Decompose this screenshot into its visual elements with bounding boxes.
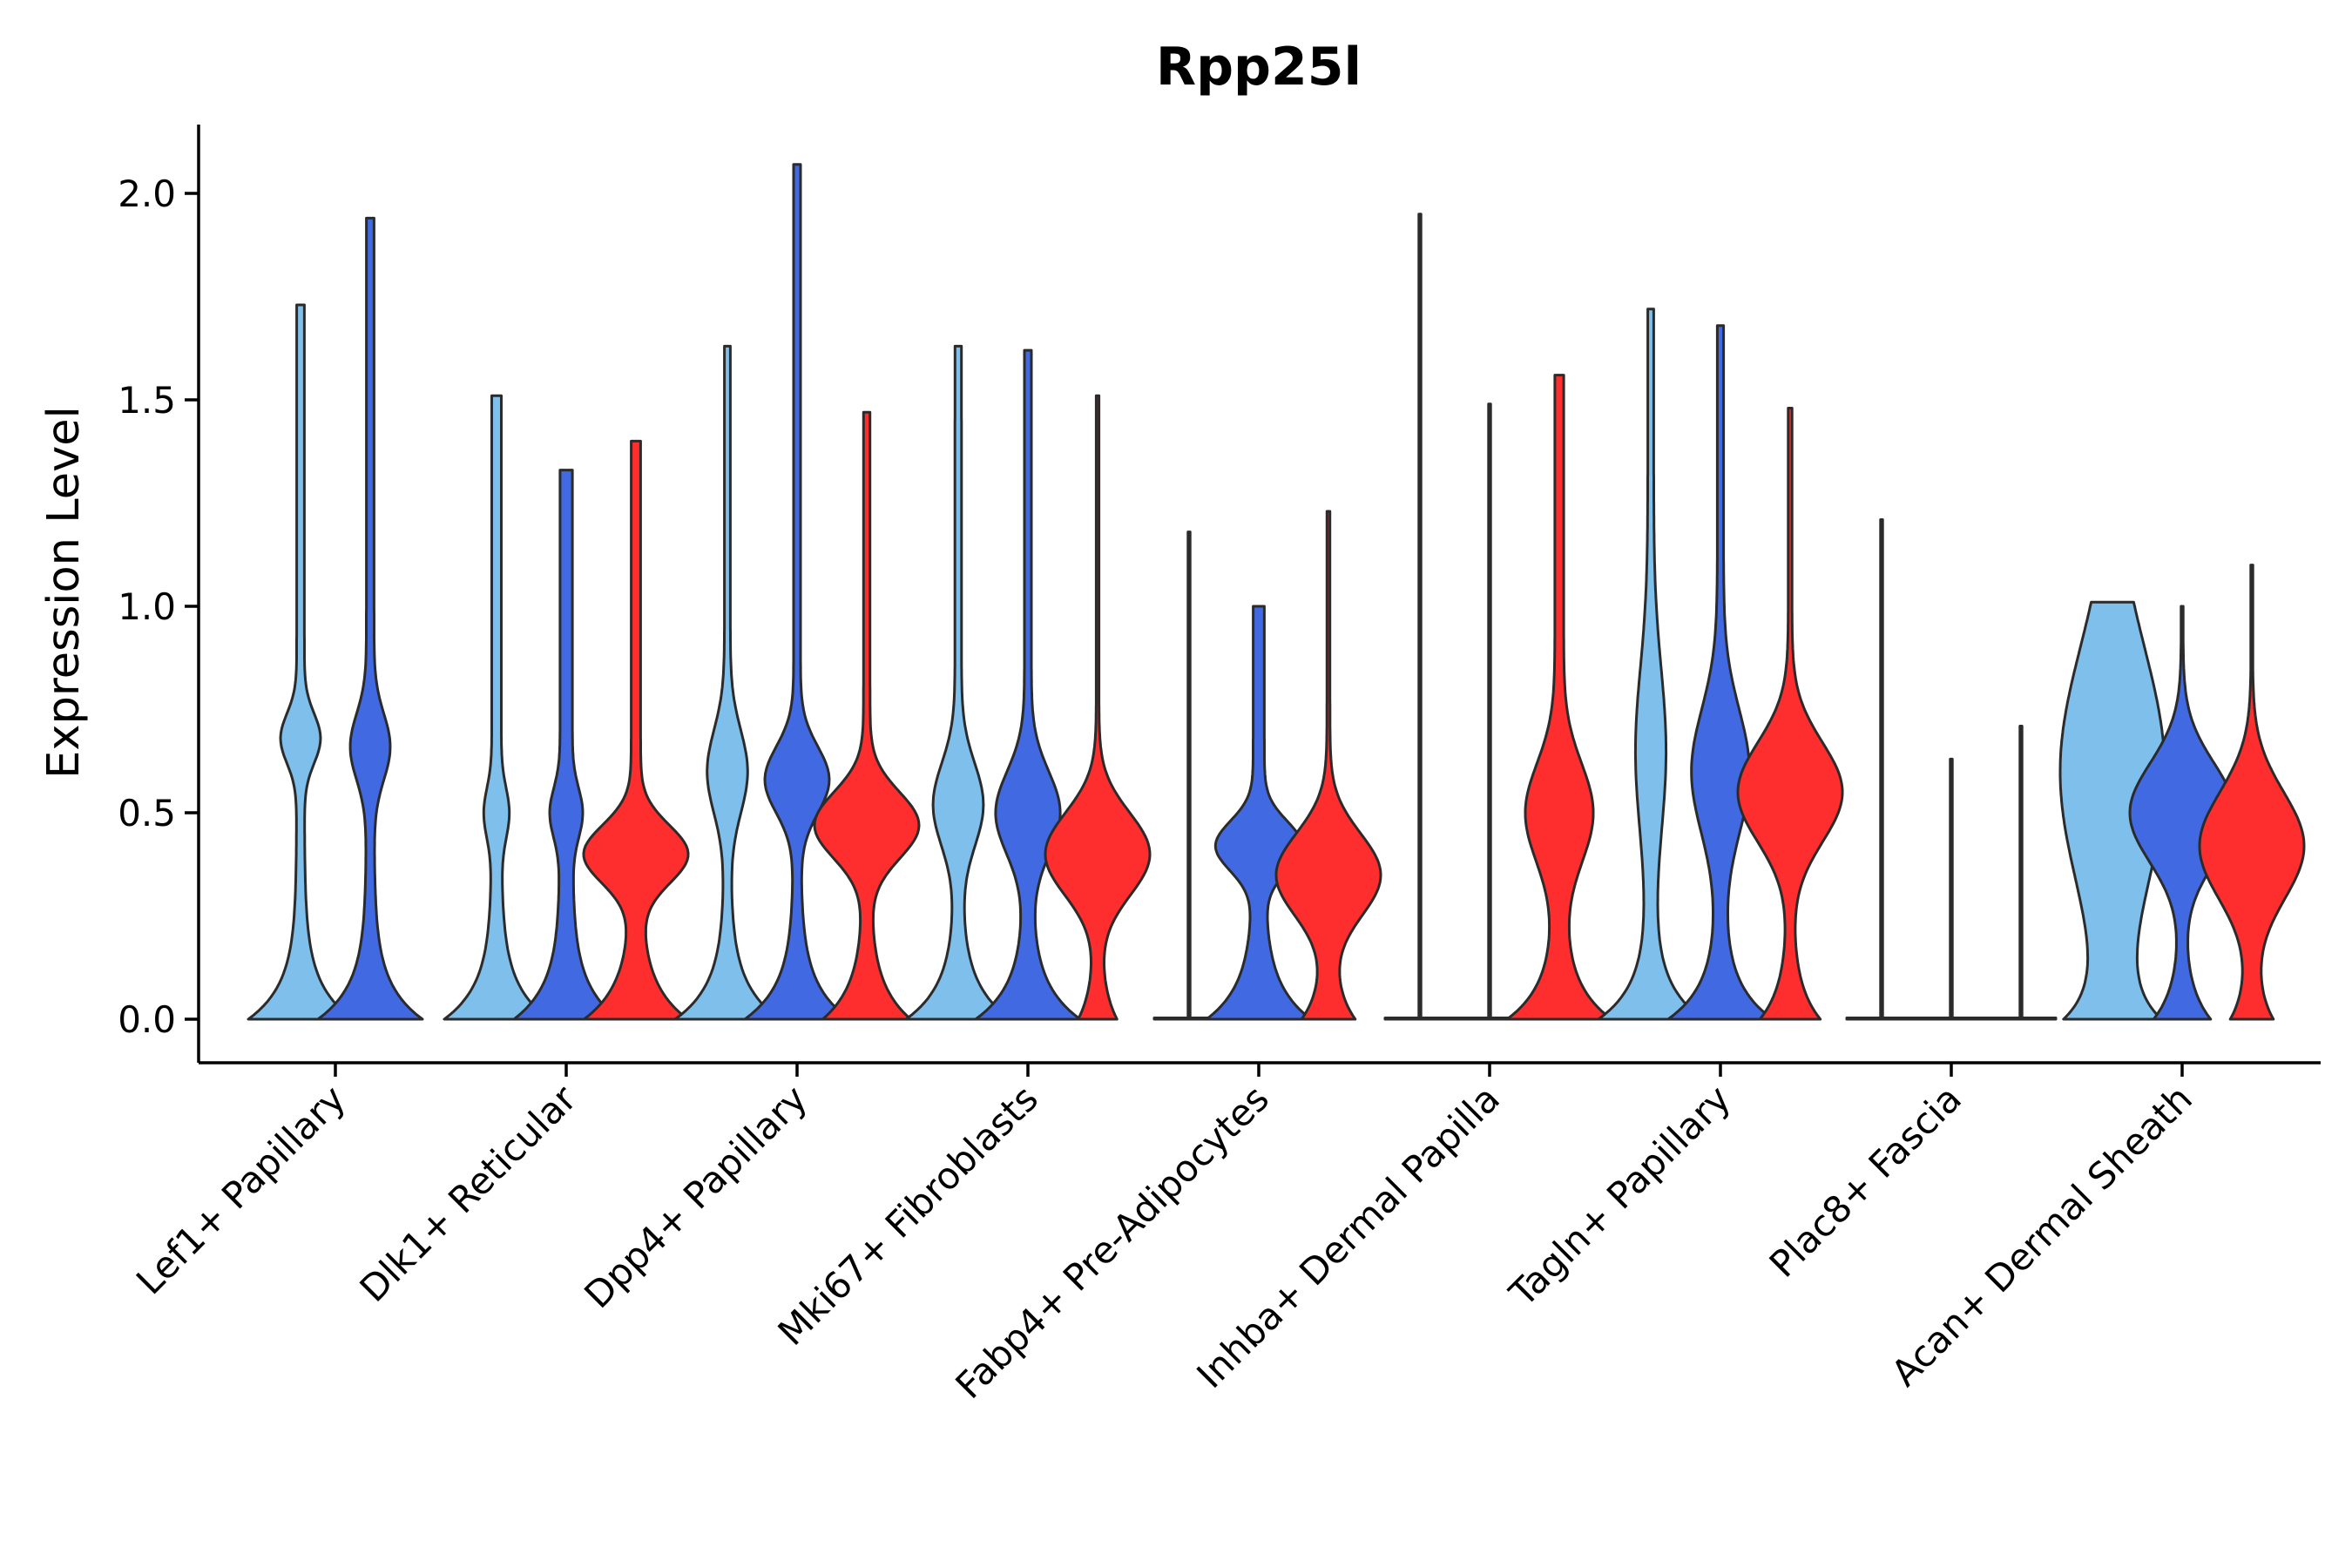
x-tick-label: Lef1+ Papillary [128, 1077, 354, 1302]
y-tick-label: 1.0 [118, 585, 176, 628]
violin-3-1 [673, 344, 781, 1021]
violin-3-3 [813, 410, 921, 1021]
y-tick-label: 0.0 [118, 998, 176, 1041]
violin-6-2 [1453, 402, 1526, 1021]
violin-8-3 [1984, 724, 2058, 1021]
violin-9-3 [2198, 564, 2306, 1021]
chart-title: Rpp25l [1156, 37, 1362, 98]
x-tick-label: Dpp4+ Papillary [576, 1077, 815, 1316]
violin-2-3 [582, 439, 690, 1021]
x-tick-label: Dlk1+ Reticular [352, 1077, 585, 1310]
violin-7-1 [1597, 308, 1705, 1021]
violin-plot-area [247, 163, 2306, 1021]
violin-4-3 [1044, 394, 1152, 1021]
violin-8-2 [1915, 757, 1988, 1021]
violin-6-3 [1505, 374, 1613, 1021]
y-tick-label: 0.5 [118, 792, 176, 835]
violin-1-2 [316, 216, 424, 1021]
violin-7-3 [1736, 407, 1844, 1021]
violin-5-1 [1152, 531, 1226, 1021]
x-tick-label: Mki67+ Fibroblasts [770, 1077, 1046, 1353]
violin-4-2 [974, 348, 1082, 1021]
y-tick-label: 1.5 [118, 379, 176, 422]
y-tick-label: 2.0 [118, 172, 176, 215]
violin-2-2 [512, 469, 620, 1021]
x-tick-label: Plac8+ Fascia [1761, 1077, 1970, 1285]
violin-4-1 [904, 344, 1012, 1021]
violin-9-1 [2058, 600, 2166, 1021]
x-tick-label: Tagln+ Papillary [1501, 1077, 1739, 1315]
violin-1-1 [247, 303, 355, 1021]
y-axis-ticks: 0.0 0.5 1.0 1.5 2.0 [118, 172, 199, 1041]
violin-5-3 [1274, 510, 1382, 1021]
violin-7-2 [1666, 324, 1774, 1021]
violin-9-2 [2128, 605, 2236, 1021]
violin-5-2 [1205, 605, 1313, 1021]
violin-6-1 [1383, 213, 1456, 1021]
violin-2-1 [443, 394, 551, 1021]
violin-3-2 [743, 163, 851, 1021]
y-axis-label: Expression Level [38, 406, 90, 779]
violin-8-1 [1845, 517, 1918, 1021]
